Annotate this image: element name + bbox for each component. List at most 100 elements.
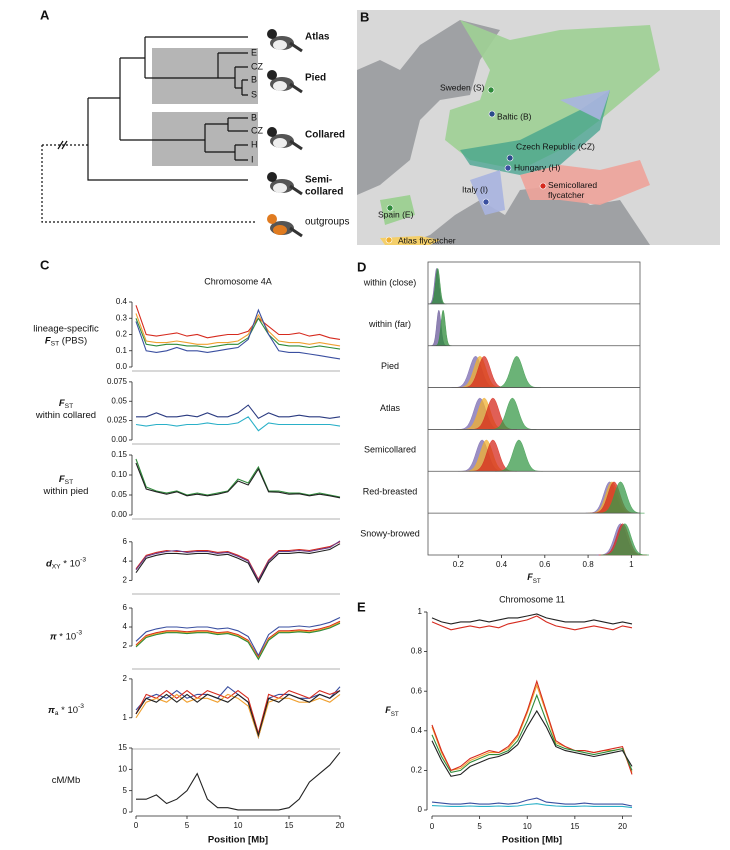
label-part: (PBS) xyxy=(59,335,87,346)
density xyxy=(492,355,541,388)
site-label: Italy (I) xyxy=(462,184,488,194)
panel-label: E xyxy=(357,599,366,614)
series-line xyxy=(135,462,341,499)
y-tick-label: 0.3 xyxy=(116,313,128,322)
site-dot xyxy=(488,110,496,118)
x-tick-label: 0 xyxy=(134,821,139,830)
y-tick-label: 0.4 xyxy=(411,726,423,735)
range-collared xyxy=(460,90,610,175)
y-tick-label: 0.00 xyxy=(111,510,127,519)
y-tick-label: 6 xyxy=(123,603,128,612)
group-label: Collared xyxy=(305,130,345,141)
series-line xyxy=(135,458,341,498)
label-part: ST xyxy=(533,578,541,585)
series-line xyxy=(135,308,341,360)
site-label: Spain (E) xyxy=(378,209,414,219)
row-label: Pied xyxy=(381,361,399,371)
y-tick-label: 1 xyxy=(418,607,423,616)
bird-icon xyxy=(289,139,303,151)
label-part: within collared xyxy=(35,410,96,421)
bird-icon xyxy=(267,70,277,80)
x-tick-label: 10 xyxy=(523,822,532,831)
series-line xyxy=(135,543,341,584)
label-part: F xyxy=(59,474,65,485)
bird-icon xyxy=(289,82,303,94)
site-label: Baltic (B) xyxy=(497,111,532,121)
label-part: * 10 xyxy=(57,631,77,642)
y-tick-label: 0 xyxy=(418,805,423,814)
series-line xyxy=(431,683,633,773)
label-part: -3 xyxy=(76,629,82,636)
panel-label: D xyxy=(357,259,366,274)
leaf-label: CZ xyxy=(251,125,263,135)
row-label: Red-breasted xyxy=(363,487,418,497)
axis-label: cM/Mb xyxy=(52,775,81,786)
series-line xyxy=(135,416,341,432)
leaf-label: E xyxy=(251,47,257,57)
label-part: XY xyxy=(52,563,61,570)
bird-icon xyxy=(273,138,287,148)
series-line xyxy=(431,803,633,809)
y-tick-label: 0.075 xyxy=(107,377,128,386)
axis-label: FST xyxy=(385,705,399,717)
density xyxy=(428,267,447,305)
group-label: Pied xyxy=(305,73,326,84)
series-line xyxy=(135,621,341,660)
y-tick-label: 4 xyxy=(123,556,128,565)
label-part: ST xyxy=(391,711,399,718)
series-line xyxy=(135,622,341,661)
series-line xyxy=(136,404,341,420)
group-label: outgroups xyxy=(305,217,349,228)
series-line xyxy=(136,751,341,811)
plot-frame xyxy=(427,261,641,556)
range-semicollared xyxy=(520,160,650,205)
y-tick-label: 0.05 xyxy=(111,490,127,499)
density xyxy=(600,523,649,556)
bird-icon xyxy=(289,184,303,196)
range-pied xyxy=(380,195,415,225)
branch xyxy=(41,144,255,223)
range-atlas xyxy=(380,236,440,245)
y-tick-label: 1 xyxy=(123,713,128,722)
label-part: lineage-specific xyxy=(33,323,99,334)
y-tick-label: 0.0 xyxy=(116,362,128,371)
leaf-label: CZ xyxy=(251,61,263,71)
series-line xyxy=(431,679,633,775)
y-tick-label: 0.4 xyxy=(116,297,128,306)
label-part: ST xyxy=(65,403,74,410)
site-label: Semicollared flycatcher xyxy=(548,180,597,200)
axis-label: FST (PBS) xyxy=(45,335,87,347)
y-tick-label: 0.2 xyxy=(411,766,423,775)
x-tick-label: 1 xyxy=(629,560,634,569)
leaf-label: B xyxy=(251,112,257,122)
y-tick-label: 0.2 xyxy=(116,330,128,339)
label-part: ST xyxy=(51,340,60,347)
series-line xyxy=(135,689,341,736)
label-part: F xyxy=(527,572,533,582)
clade-box xyxy=(152,48,258,104)
site-dot xyxy=(506,154,514,162)
y-tick-label: 0.15 xyxy=(111,450,127,459)
axis-label: lineage-specific xyxy=(33,323,99,334)
x-tick-label: 0.2 xyxy=(453,560,465,569)
x-tick-label: 10 xyxy=(234,821,243,830)
axis-label: within collared xyxy=(35,410,96,421)
row-label: Atlas xyxy=(380,403,401,413)
x-tick-label: 0 xyxy=(430,822,435,831)
y-tick-label: 2 xyxy=(123,575,128,584)
label-part: F xyxy=(45,335,51,346)
site-label: Czech Republic (CZ) xyxy=(516,141,595,151)
leaf-label: I xyxy=(251,154,254,164)
site-label-line: Semicollared xyxy=(548,180,597,190)
bird-icon xyxy=(267,29,277,39)
group-label: collared xyxy=(305,187,343,198)
label-part: * 10 xyxy=(61,558,81,569)
label-part: ST xyxy=(65,479,74,486)
series-line xyxy=(135,690,341,738)
x-tick-label: 15 xyxy=(285,821,294,830)
bird-icon xyxy=(273,183,287,193)
y-tick-label: 0.05 xyxy=(111,396,127,405)
row-label: within (far) xyxy=(368,319,411,329)
x-tick-label: 0.6 xyxy=(539,560,551,569)
tree xyxy=(41,36,258,223)
